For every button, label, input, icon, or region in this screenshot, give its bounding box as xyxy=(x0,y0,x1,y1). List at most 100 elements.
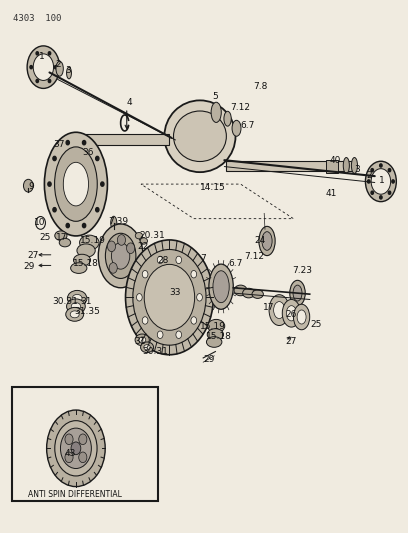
Text: 1: 1 xyxy=(39,52,45,61)
Ellipse shape xyxy=(135,232,143,239)
Text: 30.31: 30.31 xyxy=(53,296,79,305)
Text: ANTI SPIN DIFFERENTIAL: ANTI SPIN DIFFERENTIAL xyxy=(28,489,122,498)
Circle shape xyxy=(142,270,148,278)
Circle shape xyxy=(48,79,51,83)
Text: 27: 27 xyxy=(27,252,38,260)
Ellipse shape xyxy=(139,337,146,343)
Ellipse shape xyxy=(80,235,99,250)
Ellipse shape xyxy=(67,290,87,306)
Circle shape xyxy=(380,164,382,167)
Ellipse shape xyxy=(66,308,84,321)
Text: 7.12: 7.12 xyxy=(244,253,264,261)
Text: 9: 9 xyxy=(28,182,34,191)
Text: 6.7: 6.7 xyxy=(241,121,255,130)
Circle shape xyxy=(48,52,51,55)
Circle shape xyxy=(157,256,163,264)
Circle shape xyxy=(197,294,202,301)
Ellipse shape xyxy=(211,102,221,123)
Ellipse shape xyxy=(140,238,147,244)
Circle shape xyxy=(109,263,117,273)
Circle shape xyxy=(126,243,135,254)
Text: 29: 29 xyxy=(23,262,34,271)
Text: 15.18: 15.18 xyxy=(206,332,232,341)
Ellipse shape xyxy=(290,280,305,306)
Text: 28: 28 xyxy=(157,256,169,264)
Circle shape xyxy=(66,141,69,145)
Ellipse shape xyxy=(232,120,241,136)
Ellipse shape xyxy=(55,231,67,240)
Ellipse shape xyxy=(71,263,87,273)
Circle shape xyxy=(65,452,73,463)
Circle shape xyxy=(55,421,97,476)
Ellipse shape xyxy=(72,294,82,302)
Text: 15.19: 15.19 xyxy=(200,321,226,330)
Text: 40: 40 xyxy=(330,156,341,165)
Text: 41: 41 xyxy=(326,189,337,198)
Ellipse shape xyxy=(343,158,349,173)
Circle shape xyxy=(392,180,394,183)
Ellipse shape xyxy=(105,233,136,278)
Ellipse shape xyxy=(173,111,226,161)
Circle shape xyxy=(191,317,197,324)
Text: 22: 22 xyxy=(137,242,148,251)
Circle shape xyxy=(24,179,33,192)
Circle shape xyxy=(157,331,163,338)
Text: 27: 27 xyxy=(285,337,297,346)
Circle shape xyxy=(366,161,396,201)
Text: 24: 24 xyxy=(255,237,266,246)
Text: 1: 1 xyxy=(379,176,385,185)
Circle shape xyxy=(371,168,373,172)
Circle shape xyxy=(137,294,142,301)
Circle shape xyxy=(36,79,38,83)
Ellipse shape xyxy=(98,224,143,288)
Circle shape xyxy=(388,191,391,195)
Circle shape xyxy=(107,241,115,252)
Text: 31.35: 31.35 xyxy=(75,307,101,316)
Circle shape xyxy=(66,223,69,228)
FancyBboxPatch shape xyxy=(74,134,169,146)
Ellipse shape xyxy=(274,302,285,319)
Text: 15.18: 15.18 xyxy=(73,260,99,268)
Text: 14.15: 14.15 xyxy=(200,183,226,192)
Circle shape xyxy=(82,223,86,228)
Circle shape xyxy=(54,66,57,69)
Ellipse shape xyxy=(259,227,275,256)
Circle shape xyxy=(79,452,87,463)
Text: 25: 25 xyxy=(39,233,51,242)
Circle shape xyxy=(71,442,81,455)
Text: 36: 36 xyxy=(82,148,93,157)
Text: 31: 31 xyxy=(80,296,91,305)
Circle shape xyxy=(53,156,56,160)
Ellipse shape xyxy=(55,147,97,221)
FancyBboxPatch shape xyxy=(326,160,338,173)
Text: 7.8: 7.8 xyxy=(253,82,267,91)
Text: 6.7: 6.7 xyxy=(228,260,243,268)
Circle shape xyxy=(47,410,105,487)
Circle shape xyxy=(118,235,126,245)
Ellipse shape xyxy=(206,337,222,348)
Circle shape xyxy=(371,191,373,195)
Text: 4303  100: 4303 100 xyxy=(13,14,61,23)
Text: 17: 17 xyxy=(263,303,275,312)
Ellipse shape xyxy=(59,238,71,247)
Circle shape xyxy=(30,66,32,69)
Ellipse shape xyxy=(164,100,235,172)
Ellipse shape xyxy=(224,111,231,126)
Text: 15.19: 15.19 xyxy=(80,237,106,246)
Circle shape xyxy=(60,428,91,469)
Ellipse shape xyxy=(141,342,153,353)
Circle shape xyxy=(368,180,370,183)
Ellipse shape xyxy=(77,244,95,257)
Ellipse shape xyxy=(209,264,233,309)
Ellipse shape xyxy=(73,254,91,266)
Text: 7: 7 xyxy=(200,254,206,263)
Text: 10: 10 xyxy=(34,219,46,228)
Circle shape xyxy=(101,182,104,186)
Circle shape xyxy=(82,141,86,145)
Ellipse shape xyxy=(297,310,306,324)
Text: 31: 31 xyxy=(134,337,146,346)
Text: 20.31: 20.31 xyxy=(139,231,165,240)
Circle shape xyxy=(95,207,99,212)
Ellipse shape xyxy=(111,216,117,230)
Ellipse shape xyxy=(67,67,71,79)
